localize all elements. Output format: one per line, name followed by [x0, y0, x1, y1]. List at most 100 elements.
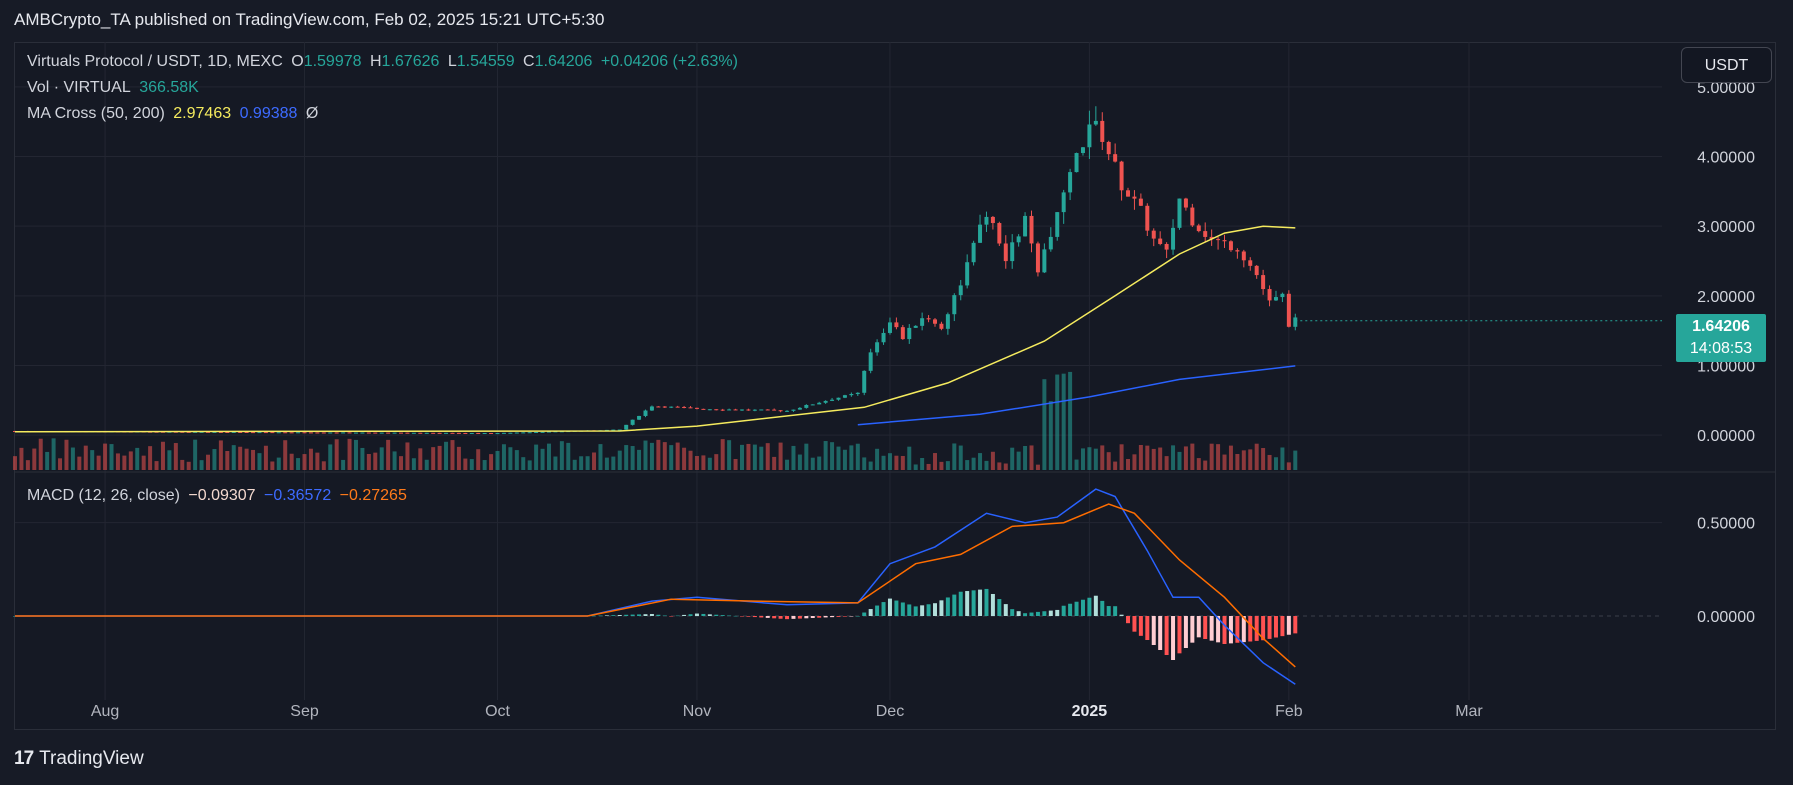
- volume-bar: [45, 451, 50, 470]
- macd-hist-bar: [939, 600, 944, 616]
- candle-body: [405, 432, 410, 434]
- volume-bar: [675, 442, 680, 470]
- candle-body: [1158, 238, 1163, 244]
- volume-bar: [765, 443, 770, 470]
- candle-body: [514, 432, 519, 434]
- volume-bar: [347, 438, 352, 470]
- macd-hist-bar: [598, 615, 603, 617]
- volume-bar: [302, 454, 307, 470]
- volume-bar: [1228, 445, 1233, 470]
- macd-hist-bar: [1177, 616, 1182, 654]
- volume-bar: [778, 442, 783, 470]
- candle-body: [321, 432, 326, 434]
- footer-brand[interactable]: 17 TradingView: [14, 748, 144, 770]
- volume-bar: [231, 445, 236, 470]
- candle-body: [1093, 120, 1098, 125]
- candle-body: [231, 431, 236, 433]
- volume-bar: [437, 445, 442, 470]
- candle-body: [662, 406, 667, 408]
- candle-body: [1248, 260, 1253, 266]
- candle-body: [315, 432, 320, 434]
- candle-body: [302, 432, 307, 434]
- macd-hist-bar: [1132, 616, 1137, 632]
- macd-hist-bar: [1216, 616, 1221, 643]
- candle-body: [875, 342, 880, 353]
- candle-body: [810, 404, 815, 406]
- volume-bar: [444, 441, 449, 470]
- candle-body: [199, 431, 204, 433]
- candle-body: [546, 431, 551, 433]
- macd-hist-bar: [778, 616, 783, 619]
- volume-bar: [270, 461, 275, 470]
- candle-body: [990, 216, 995, 224]
- candle-body: [868, 352, 873, 371]
- close-value: 1.64206: [534, 53, 593, 70]
- macd-hist-bar: [804, 616, 809, 619]
- volume-bar: [109, 444, 114, 470]
- volume-bar: [920, 458, 925, 470]
- candle-body: [411, 432, 416, 434]
- macd-hist-bar: [842, 616, 847, 617]
- time-axis: Aug Sep Oct Nov Dec 2025 Feb Mar: [91, 703, 1484, 720]
- macd-hist-bar: [926, 604, 931, 616]
- volume-bar: [1100, 445, 1105, 470]
- candle-body: [772, 409, 777, 411]
- volume-bar: [386, 439, 391, 470]
- ohlc-legend: Virtuals Protocol / USDT, 1D, MEXC O1.59…: [27, 53, 742, 71]
- candle-body: [997, 223, 1002, 244]
- volume-bar: [424, 459, 429, 470]
- macd-hist-bar: [997, 599, 1002, 616]
- volume-bar: [167, 450, 172, 470]
- candle-body: [193, 431, 198, 433]
- candle-body: [965, 262, 970, 286]
- macd-hist-bar: [720, 615, 725, 616]
- macd-hist-bar: [1183, 616, 1188, 648]
- macd-hist-bar: [785, 616, 790, 620]
- macd-hist-bar: [592, 615, 597, 617]
- volume-bar: [160, 441, 165, 470]
- volume-bar: [1151, 448, 1156, 470]
- volume-bar: [971, 457, 976, 470]
- macd-hist-bar: [1029, 612, 1034, 616]
- macd-hist-bar: [1119, 614, 1124, 616]
- volume-bar: [308, 448, 313, 470]
- volume-bar: [1293, 450, 1298, 470]
- volume-bar: [218, 440, 223, 470]
- candle-body: [424, 432, 429, 434]
- macd-hist-bar: [656, 614, 661, 616]
- change-value: +0.04206 (+2.63%): [600, 53, 738, 70]
- volume-bar: [733, 459, 738, 470]
- volume-bar: [849, 445, 854, 470]
- candle-body: [926, 318, 931, 320]
- macd-hist-bar: [617, 614, 622, 616]
- candle-body: [611, 429, 616, 431]
- candle-body: [1145, 205, 1150, 231]
- volume-bar: [1035, 464, 1040, 470]
- candle-body: [1029, 215, 1034, 244]
- candle-body: [373, 432, 378, 434]
- volume-bar: [128, 451, 133, 470]
- currency-button[interactable]: USDT: [1681, 47, 1772, 83]
- candle-body: [1119, 161, 1124, 191]
- candle-body: [984, 216, 989, 225]
- macd-hist-bar: [675, 615, 680, 617]
- macd-legend: MACD (12, 26, close) −0.09307 −0.36572 −…: [27, 487, 411, 505]
- candle-body: [842, 395, 847, 398]
- candle-body: [1216, 239, 1221, 241]
- candle-body: [958, 285, 963, 296]
- volume-bar: [630, 446, 635, 470]
- volume-bar: [740, 444, 744, 470]
- volume-bar: [1183, 446, 1188, 470]
- volume-bar: [1171, 445, 1176, 470]
- macd-hist-bar: [791, 616, 796, 619]
- volume-bar: [251, 449, 256, 470]
- volume-bar: [70, 447, 75, 470]
- macd-hist-bar: [1138, 616, 1143, 636]
- candle-body: [289, 432, 294, 434]
- candle-body: [1241, 251, 1246, 261]
- candle-body: [341, 432, 346, 434]
- macd-hist-bar: [836, 616, 841, 617]
- volume-bar: [984, 460, 989, 470]
- candle-body: [1113, 154, 1118, 162]
